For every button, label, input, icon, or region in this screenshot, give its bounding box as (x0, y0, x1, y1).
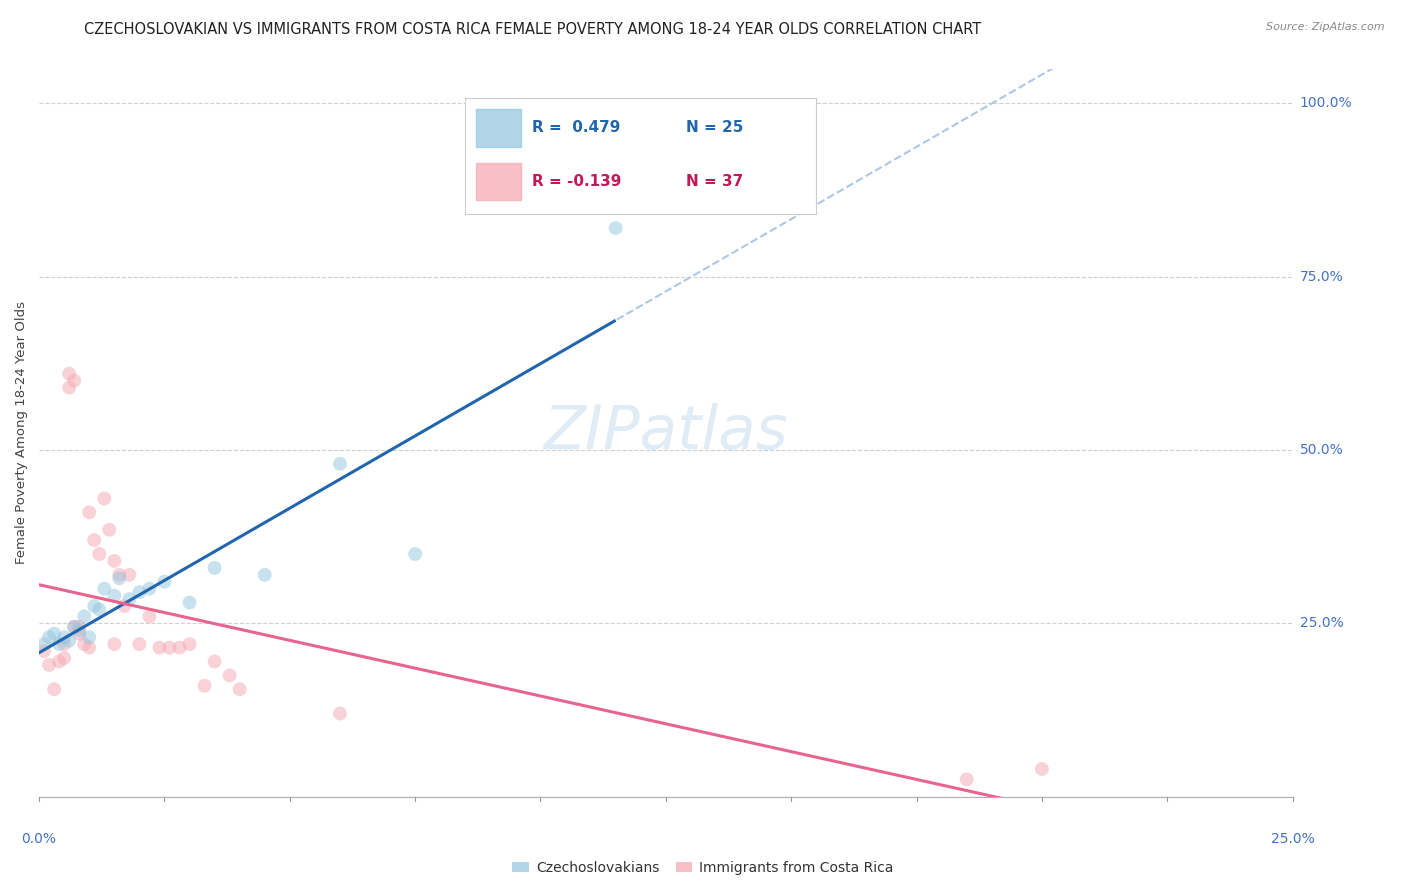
Point (138, 582, 160, 596)
Point (108, 571, 131, 585)
Point (73, 609, 96, 624)
Text: CZECHOSLOVAKIAN VS IMMIGRANTS FROM COSTA RICA FEMALE POVERTY AMONG 18-24 YEAR OL: CZECHOSLOVAKIAN VS IMMIGRANTS FROM COSTA… (84, 22, 981, 37)
Point (83, 533, 105, 548)
Point (32, 644, 55, 658)
Point (38, 657, 60, 672)
Point (193, 679, 215, 693)
Point (53, 637, 76, 651)
Point (128, 585, 150, 599)
Text: 50.0%: 50.0% (1299, 443, 1343, 457)
Point (67, 626, 90, 640)
Point (44, 682, 66, 697)
Point (112, 599, 135, 613)
Point (73, 637, 96, 651)
Point (108, 567, 131, 582)
Point (329, 706, 352, 721)
Point (77, 630, 100, 644)
Point (1031, 762, 1053, 776)
Point (956, 772, 979, 787)
Point (138, 609, 160, 624)
Point (118, 592, 141, 607)
Text: 25.0%: 25.0% (1271, 832, 1315, 847)
Point (63, 374, 86, 388)
Point (89, 602, 111, 616)
Point (169, 640, 191, 655)
Point (159, 640, 181, 655)
Text: Source: ZipAtlas.com: Source: ZipAtlas.com (1267, 22, 1385, 32)
Point (53, 630, 76, 644)
Point (67, 624, 90, 638)
Point (93, 582, 115, 596)
Point (58, 633, 80, 648)
Point (53, 651, 76, 665)
Point (83, 599, 105, 613)
Point (179, 637, 201, 651)
Legend: Czechoslovakians, Immigrants from Costa Rica: Czechoslovakians, Immigrants from Costa … (506, 855, 900, 880)
Point (44, 626, 66, 640)
Point (218, 668, 240, 682)
Point (58, 367, 80, 381)
Point (93, 491, 115, 506)
Point (228, 682, 250, 697)
Point (63, 620, 86, 634)
Point (118, 567, 141, 582)
Point (48, 637, 70, 651)
Point (63, 620, 86, 634)
Point (253, 567, 276, 582)
Point (67, 620, 90, 634)
Point (48, 655, 70, 669)
Point (128, 637, 150, 651)
Point (77, 505, 100, 519)
Point (103, 637, 125, 651)
Point (148, 640, 170, 655)
Point (77, 640, 100, 655)
Point (153, 574, 176, 589)
Point (32, 637, 55, 651)
Text: 25.0%: 25.0% (1299, 616, 1343, 631)
Point (404, 547, 426, 561)
Text: 100.0%: 100.0% (1299, 96, 1353, 111)
Text: 0.0%: 0.0% (21, 832, 56, 847)
Point (98, 523, 121, 537)
Point (605, 221, 627, 235)
Y-axis label: Female Poverty Among 18-24 Year Olds: Female Poverty Among 18-24 Year Olds (15, 301, 28, 564)
Point (179, 595, 201, 609)
Text: ZIPatlas: ZIPatlas (544, 403, 789, 462)
Point (89, 547, 111, 561)
Point (103, 554, 125, 568)
Point (329, 457, 352, 471)
Point (58, 380, 80, 394)
Point (103, 589, 125, 603)
Point (38, 630, 60, 644)
Point (204, 655, 226, 669)
Point (204, 561, 226, 575)
Text: 75.0%: 75.0% (1299, 269, 1343, 284)
